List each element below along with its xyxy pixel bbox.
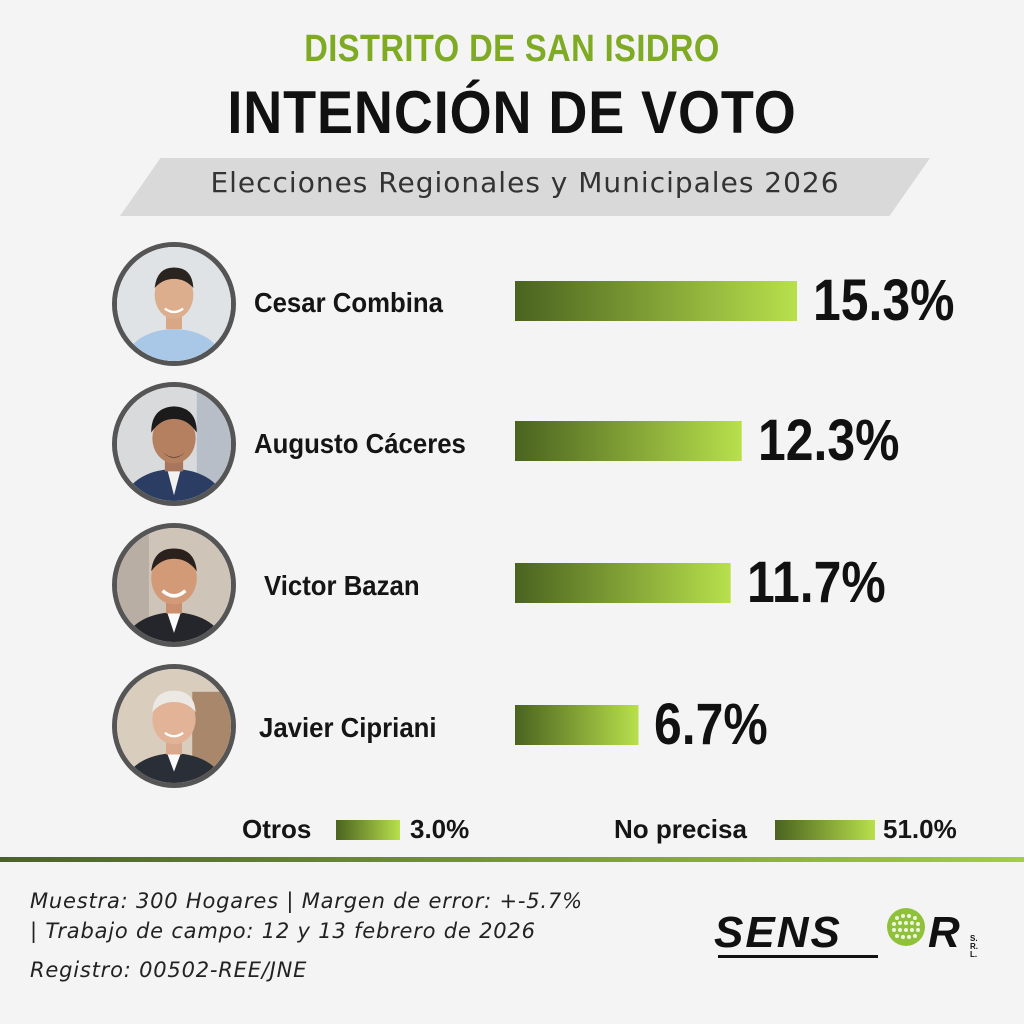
others-label: Otros (242, 814, 312, 844)
svg-text:SENS: SENS (714, 908, 842, 957)
page-title: INTENCIÓN DE VOTO (227, 79, 797, 146)
bar-2 (515, 421, 742, 461)
bar-1 (515, 281, 797, 321)
undecided-label: No precisa (614, 814, 747, 844)
svg-text:R: R (928, 908, 960, 957)
candidate-name: Augusto Cáceres (254, 428, 466, 459)
svg-text:L.: L. (970, 950, 977, 959)
sensor-logo: SENS R S. R. L. (714, 905, 994, 965)
person-portrait-icon (117, 387, 231, 501)
value-label: 6.7% (654, 692, 769, 757)
subtitle-banner (120, 158, 930, 216)
undecided-bar (775, 820, 875, 840)
undecided-value: 51.0% (883, 814, 957, 844)
candidate-avatar-1 (112, 242, 236, 366)
fieldwork-info: | Trabajo de campo: 12 y 13 febrero de 2… (30, 919, 536, 943)
value-label: 12.3% (757, 408, 900, 473)
person-portrait-icon (117, 528, 231, 642)
district-title: DISTRITO DE SAN ISIDRO (304, 28, 720, 70)
svg-text:R.: R. (970, 942, 978, 951)
subtitle-text: Elecciones Regionales y Municipales 2026 (210, 166, 840, 199)
others-bar (336, 820, 400, 840)
candidate-name: Javier Cipriani (259, 712, 437, 743)
candidate-avatar-4 (112, 664, 236, 788)
footer-divider (0, 857, 1024, 862)
bar-4 (515, 705, 639, 745)
bar-3 (515, 563, 731, 603)
person-portrait-icon (117, 247, 231, 361)
candidate-name: Cesar Combina (254, 287, 443, 318)
registry-info: Registro: 00502-REE/JNE (30, 958, 308, 982)
candidate-avatar-3 (112, 523, 236, 647)
person-portrait-icon (117, 669, 231, 783)
others-value: 3.0% (410, 814, 470, 844)
candidate-avatar-2 (112, 382, 236, 506)
value-label: 11.7% (746, 550, 886, 615)
globe-dots-icon (887, 908, 925, 946)
sample-info: Muestra: 300 Hogares | Margen de error: … (30, 889, 583, 913)
value-label: 15.3% (813, 268, 955, 333)
candidate-name: Victor Bazan (264, 570, 420, 601)
svg-text:S.: S. (970, 934, 978, 943)
